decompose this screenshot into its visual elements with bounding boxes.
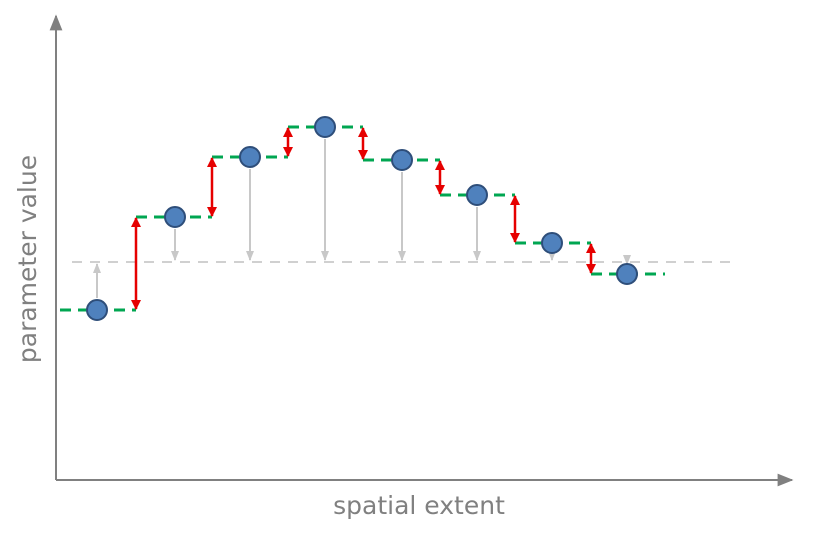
data-point [164, 206, 186, 228]
difference-arrows [131, 127, 596, 310]
data-point [391, 149, 413, 171]
data-points [86, 116, 638, 321]
y-axis-title: parameter value [13, 155, 42, 363]
data-point [239, 146, 261, 168]
data-point [541, 232, 563, 254]
data-point [314, 116, 336, 138]
deviation-arrows [93, 139, 631, 298]
x-axis-title: spatial extent [333, 491, 505, 520]
data-point [466, 184, 488, 206]
data-point [616, 263, 638, 285]
data-point [86, 299, 108, 321]
